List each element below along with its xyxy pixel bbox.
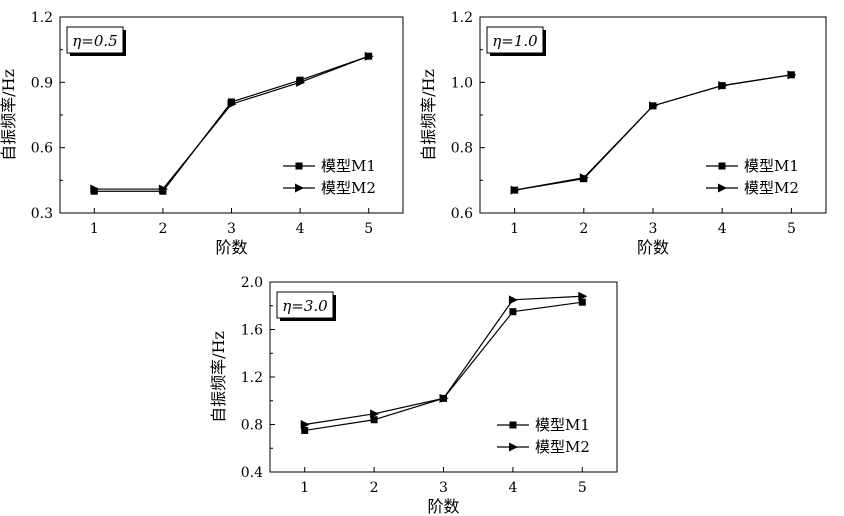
legend-entry: 模型M1 <box>497 416 590 434</box>
x-tick-label: 3 <box>439 480 448 496</box>
data-point <box>649 101 658 111</box>
x-tick-label: 2 <box>158 221 167 237</box>
x-tick-label: 2 <box>579 221 588 237</box>
y-tick-label: 0.9 <box>31 75 53 91</box>
y-tick-label: 2.0 <box>241 275 263 291</box>
x-tick-label: 1 <box>510 221 519 237</box>
data-point <box>364 51 374 61</box>
legend-label: 模型M1 <box>321 157 376 175</box>
x-tick-label: 5 <box>578 480 587 496</box>
x-tick-label: 3 <box>649 221 658 237</box>
data-point <box>510 185 520 195</box>
data-point <box>578 298 586 306</box>
annotation-box <box>66 26 124 54</box>
y-tick-label: 0.6 <box>451 206 473 222</box>
x-axis-label: 阶数 <box>427 497 459 516</box>
legend-marker <box>295 162 303 170</box>
data-point <box>578 291 588 301</box>
legend-entry: 模型M2 <box>497 438 590 456</box>
annotation-box <box>486 26 544 54</box>
data-point <box>301 426 309 434</box>
legend-label: 模型M1 <box>535 416 590 434</box>
legend-marker <box>718 183 727 193</box>
y-tick-label: 0.6 <box>31 141 53 157</box>
x-tick-label: 4 <box>296 221 305 237</box>
legend-entry: 模型M2 <box>706 179 799 197</box>
x-tick-label: 3 <box>227 221 236 237</box>
chart-panel-2: 0.6 0.8 1.0 1.2 1 2 3 4 5 阶数 自振频率/Hz η=1.0 模型M1 模型M2 <box>419 10 827 257</box>
legend-marker <box>718 162 726 170</box>
series-2 <box>300 291 588 429</box>
data-point <box>579 173 589 183</box>
x-tick-label: 4 <box>718 221 727 237</box>
x-tick-label: 1 <box>300 480 309 496</box>
y-tick-label: 1.2 <box>451 10 473 26</box>
y-tick-label: 0.4 <box>241 465 263 481</box>
y-tick-label: 0.8 <box>241 418 263 434</box>
eta-annotation: η=1.0 <box>492 32 538 50</box>
y-axis-label: 自振频率/Hz <box>419 69 438 161</box>
data-point <box>718 81 728 91</box>
x-tick-label: 1 <box>90 221 99 237</box>
legend-entry: 模型M1 <box>283 157 376 175</box>
series-line <box>304 295 583 426</box>
annotation-box <box>276 291 334 319</box>
x-tick-label: 4 <box>508 480 517 496</box>
legend-label: 模型M1 <box>744 157 799 175</box>
chart-panel-3: 0.4 0.8 1.2 1.6 2.0 1 2 3 4 5 阶数 自振频率/Hz η=3.0 模型M1 模型… <box>209 275 618 516</box>
legend-marker <box>509 421 517 429</box>
y-tick-label: 1.2 <box>31 10 53 26</box>
series-1 <box>511 71 795 194</box>
data-point <box>370 409 380 419</box>
data-point <box>439 393 449 403</box>
data-point <box>296 77 306 87</box>
y-tick-label: 1.0 <box>451 75 473 91</box>
y-axis-label: 自振频率/Hz <box>209 331 228 423</box>
legend-marker <box>295 183 304 193</box>
y-tick-label: 0.3 <box>31 206 53 222</box>
x-tick-label: 5 <box>787 221 796 237</box>
legend-entry: 模型M2 <box>283 179 376 197</box>
data-point <box>370 416 378 424</box>
legend-label: 模型M2 <box>744 179 799 197</box>
y-tick-label: 0.8 <box>451 141 473 157</box>
data-point <box>300 420 310 429</box>
y-tick-label: 1.2 <box>241 370 263 386</box>
x-tick-label: 2 <box>370 480 379 496</box>
data-point <box>509 308 517 316</box>
data-point <box>158 184 168 194</box>
x-tick-label: 5 <box>364 221 373 237</box>
x-axis-label: 阶数 <box>637 238 669 257</box>
data-point <box>787 70 797 80</box>
chart-panel-1: 0.3 0.6 0.9 1.2 1 2 3 4 5 阶数 自振频率/Hz η=0.5 模型M1 模型M2 <box>0 10 404 257</box>
series-2 <box>90 51 374 194</box>
legend-label: 模型M2 <box>321 179 376 197</box>
eta-annotation: η=3.0 <box>282 297 328 315</box>
data-point <box>90 184 100 194</box>
series-2 <box>510 70 797 195</box>
data-point <box>508 295 518 305</box>
legend-entry: 模型M1 <box>706 157 799 175</box>
series-1 <box>301 298 586 434</box>
eta-annotation: η=0.5 <box>72 32 117 50</box>
legend-label: 模型M2 <box>535 438 590 456</box>
legend-marker <box>509 442 518 452</box>
x-axis-label: 阶数 <box>215 238 247 257</box>
data-point <box>227 99 237 109</box>
series-line <box>304 301 583 432</box>
y-axis-label: 自振频率/Hz <box>0 69 18 161</box>
y-tick-label: 1.6 <box>241 323 263 339</box>
